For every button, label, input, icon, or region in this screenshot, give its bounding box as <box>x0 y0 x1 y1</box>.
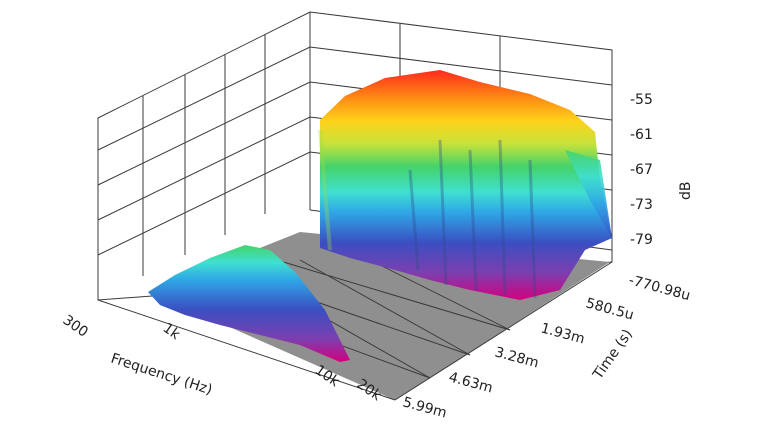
x-tick: 300 <box>60 312 91 340</box>
y-tick: 4.63m <box>447 369 494 396</box>
main-spectrum-surface <box>318 70 612 300</box>
y-tick: -770.98u <box>627 272 692 304</box>
z-tick: -73 <box>630 197 653 213</box>
x-tick: 1k <box>160 320 184 343</box>
z-tick: -55 <box>630 92 653 108</box>
z-axis-ticks: -55 -61 -67 -73 -79 <box>630 92 653 248</box>
z-tick: -61 <box>630 127 653 143</box>
z-tick: -79 <box>630 232 653 248</box>
y-tick: 580.5u <box>584 295 635 323</box>
y-tick: 1.93m <box>539 320 586 347</box>
y-axis-title: Time (s) <box>590 326 636 383</box>
z-axis-title: dB <box>678 182 694 201</box>
x-axis-title: Frequency (Hz) <box>109 351 214 399</box>
z-tick: -67 <box>630 162 653 178</box>
front-spectrum-surface <box>148 245 350 362</box>
y-tick: 3.28m <box>493 344 540 371</box>
y-tick: 5.99m <box>401 394 448 421</box>
